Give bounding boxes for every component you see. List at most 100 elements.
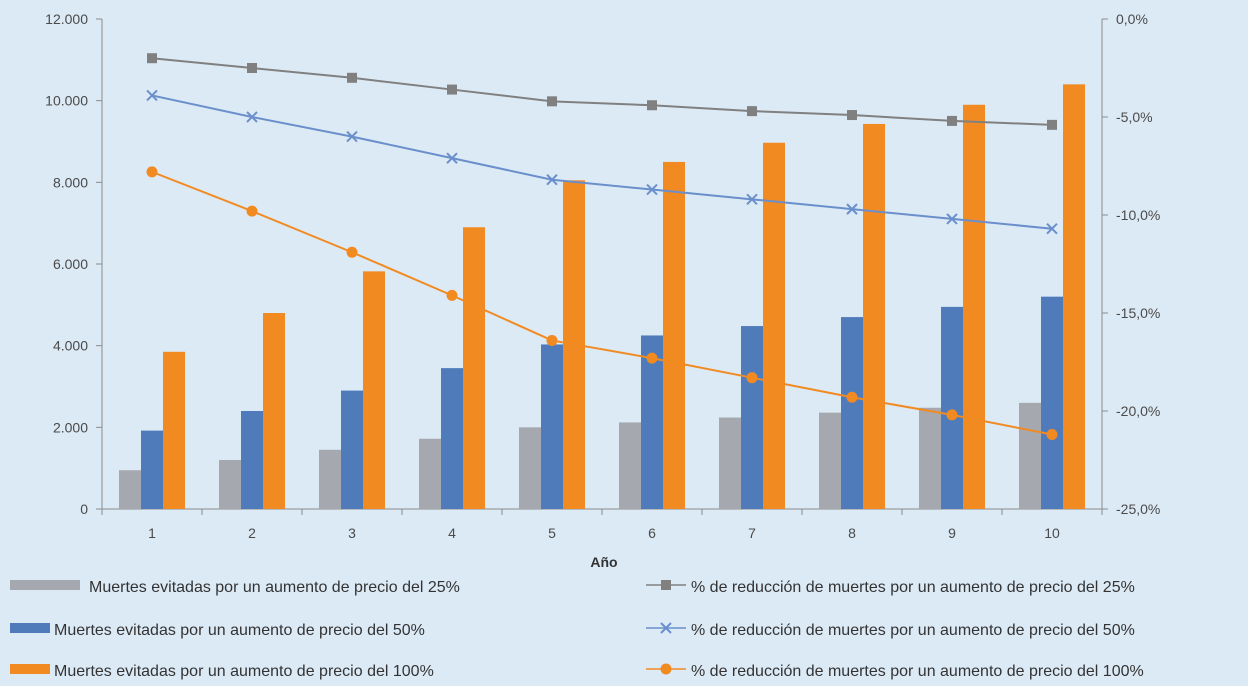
bar xyxy=(119,470,141,509)
legend-label: % de reducción de muertes por un aumento… xyxy=(691,663,1144,680)
x-tick-label: 2 xyxy=(248,525,256,541)
bar xyxy=(1019,402,1041,509)
bars xyxy=(119,84,1085,510)
bar xyxy=(1063,84,1085,509)
bar xyxy=(841,317,863,509)
y-left-tick-label: 10.000 xyxy=(45,93,88,109)
legend-swatch xyxy=(10,580,80,590)
lines xyxy=(146,53,1058,441)
series-line xyxy=(151,170,1053,436)
x-tick-label: 4 xyxy=(448,525,456,541)
bar xyxy=(1041,296,1063,509)
x-tick-label: 6 xyxy=(648,525,656,541)
bar xyxy=(241,411,263,509)
data-point xyxy=(1046,223,1058,235)
bar xyxy=(441,368,463,509)
bar xyxy=(941,306,963,509)
bar xyxy=(619,422,641,509)
data-point xyxy=(247,63,257,73)
data-point xyxy=(346,130,358,143)
axes: 0 2.000 4.000 6.000 8.000 10.000 12.000 0,0% -5,… xyxy=(45,11,1160,570)
bar xyxy=(519,427,541,509)
legend-marker xyxy=(660,663,672,675)
bar xyxy=(163,351,185,509)
data-point xyxy=(847,110,857,121)
series-line xyxy=(151,57,1053,126)
data-point xyxy=(746,193,758,206)
bar xyxy=(263,313,285,509)
bar xyxy=(819,412,841,509)
data-point xyxy=(946,213,958,225)
bar xyxy=(741,326,763,509)
data-point xyxy=(646,352,658,364)
bar xyxy=(641,335,663,509)
data-point xyxy=(146,166,158,178)
data-point xyxy=(1046,429,1058,441)
data-point xyxy=(546,334,558,346)
y-right-tick-label: -25,0% xyxy=(1116,501,1160,517)
x-tick-label: 9 xyxy=(948,525,956,541)
y-right-tick-label: -20,0% xyxy=(1116,403,1160,419)
data-point xyxy=(446,152,458,164)
data-point xyxy=(747,106,757,117)
legend-label: % de reducción de muertes por un aumento… xyxy=(691,622,1135,639)
legend: Muertes evitadas por un aumento de preci… xyxy=(10,579,1144,680)
x-tick-label: 10 xyxy=(1044,525,1060,541)
x-tick-label: 7 xyxy=(748,525,756,541)
bar xyxy=(141,430,163,509)
series-line xyxy=(151,94,1053,230)
x-tick-label: 3 xyxy=(348,525,356,541)
legend-marker xyxy=(660,622,672,634)
bar xyxy=(341,390,363,509)
legend-label: Muertes evitadas por un aumento de preci… xyxy=(89,579,460,596)
bar xyxy=(719,417,741,509)
legend-swatch xyxy=(10,623,50,633)
bar xyxy=(363,271,385,509)
data-point xyxy=(246,111,258,123)
data-point xyxy=(246,205,258,217)
y-left-tick-label: 0 xyxy=(80,501,88,517)
data-point xyxy=(347,72,357,83)
legend-swatch xyxy=(10,664,50,674)
bar xyxy=(919,407,941,509)
data-point xyxy=(647,100,657,111)
bar xyxy=(863,123,885,510)
bar xyxy=(763,142,785,509)
data-point xyxy=(447,84,457,95)
data-point xyxy=(147,53,157,64)
data-point xyxy=(546,174,558,186)
x-tick-label: 1 xyxy=(148,525,156,541)
y-left-tick-label: 8.000 xyxy=(53,174,88,190)
legend-label: % de reducción de muertes por un aumento… xyxy=(691,579,1135,596)
y-left-tick-label: 4.000 xyxy=(53,338,88,354)
data-point xyxy=(746,372,758,384)
data-point xyxy=(946,409,958,421)
legend-marker xyxy=(661,580,671,590)
bar xyxy=(319,449,341,509)
y-right-tick-label: -5,0% xyxy=(1116,109,1153,125)
bar xyxy=(541,344,563,509)
data-point xyxy=(947,115,957,126)
data-point xyxy=(346,246,358,258)
legend-label: Muertes evitadas por un aumento de preci… xyxy=(54,622,425,639)
y-left-tick-label: 6.000 xyxy=(53,256,88,272)
data-point xyxy=(646,183,658,196)
bar xyxy=(419,438,441,509)
data-point xyxy=(846,391,858,403)
data-point xyxy=(846,203,858,215)
y-right-tick-label: -10,0% xyxy=(1116,207,1160,223)
y-left-tick-label: 2.000 xyxy=(53,419,88,435)
data-point xyxy=(1047,119,1057,130)
y-right-tick-label: -15,0% xyxy=(1116,305,1160,321)
bar xyxy=(463,227,485,509)
y-left-tick-label: 12.000 xyxy=(45,11,88,27)
data-point xyxy=(446,289,458,301)
x-tick-label: 5 xyxy=(548,525,556,541)
bar xyxy=(219,460,241,509)
legend-label: Muertes evitadas por un aumento de preci… xyxy=(54,663,434,680)
data-point xyxy=(547,96,557,107)
x-tick-label: 8 xyxy=(848,525,856,541)
bar xyxy=(663,161,685,509)
bar xyxy=(963,104,985,509)
